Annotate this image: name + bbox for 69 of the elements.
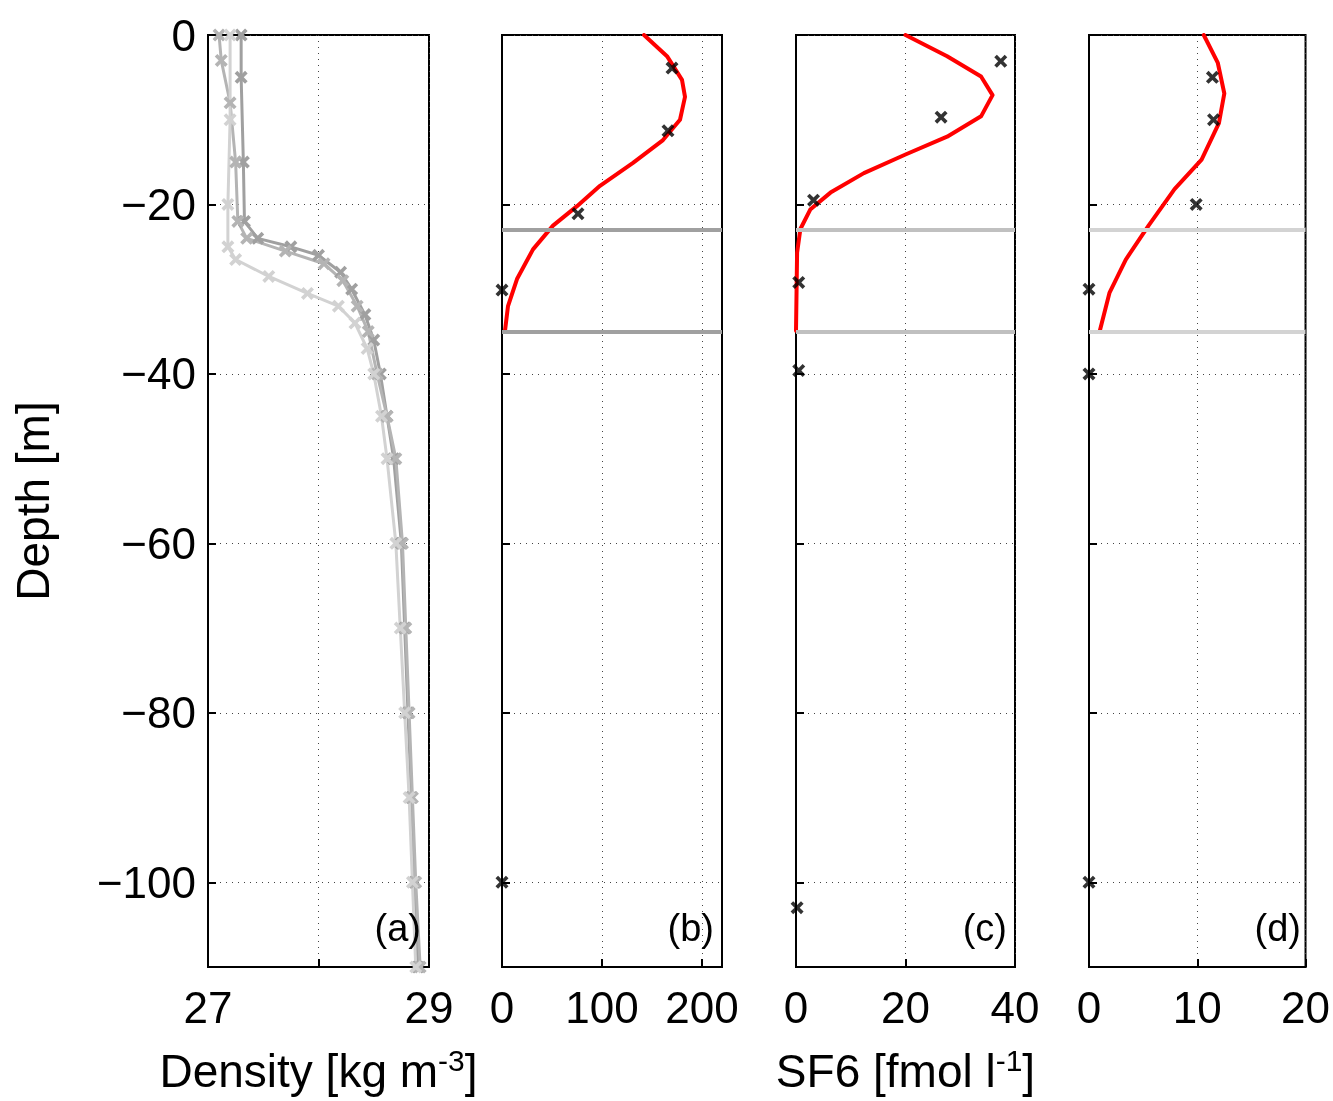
x-tick-label: 0 [489, 982, 515, 1032]
point [1207, 113, 1220, 127]
point [665, 61, 679, 75]
point [792, 275, 806, 289]
point [278, 244, 292, 258]
point [212, 28, 226, 42]
point [807, 193, 821, 207]
annotation: (a) [374, 907, 422, 949]
point [571, 207, 585, 221]
y-axis-title: Depth [m] [7, 401, 59, 601]
point [262, 269, 276, 283]
point [300, 286, 314, 300]
y-tick-label: −40 [121, 349, 196, 399]
point [1082, 367, 1096, 381]
point [661, 124, 675, 138]
y-tick-label: −60 [121, 518, 196, 568]
point [994, 54, 1008, 68]
point [221, 197, 235, 211]
annotation: (c) [962, 907, 1007, 949]
point [495, 875, 509, 889]
x-tick-label: 29 [404, 982, 454, 1032]
x-tick-label: 0 [783, 982, 809, 1032]
y-tick-label: −80 [121, 688, 196, 738]
x-tick-label: 20 [881, 982, 930, 1032]
point [240, 231, 254, 245]
point [495, 283, 509, 297]
y-tick-label: 0 [171, 10, 196, 60]
y-tick-label: −100 [96, 857, 196, 907]
point [792, 364, 806, 378]
point [380, 452, 394, 466]
point [360, 341, 374, 355]
point [223, 96, 237, 110]
point [374, 409, 388, 423]
point [1082, 282, 1096, 296]
point [234, 28, 248, 42]
point [336, 274, 350, 288]
point [214, 53, 228, 67]
point [1189, 197, 1203, 211]
y-tick-label: −20 [121, 179, 196, 229]
point [312, 248, 325, 262]
point [934, 110, 948, 124]
point [345, 282, 359, 296]
x-tick-label: 27 [183, 982, 233, 1032]
point [251, 231, 265, 245]
point [393, 621, 407, 635]
point [348, 316, 362, 330]
point [229, 155, 243, 169]
point [317, 257, 331, 271]
point [790, 901, 804, 915]
annotation: (d) [1254, 907, 1302, 949]
point [223, 28, 237, 42]
point [231, 214, 245, 228]
x-tick-label: 200 [665, 982, 739, 1032]
point [223, 113, 237, 127]
point [350, 299, 364, 313]
x-tick-label: 40 [990, 982, 1040, 1032]
point [361, 325, 375, 339]
x-tick-label: 100 [565, 982, 639, 1032]
point [1205, 70, 1219, 84]
point [234, 70, 248, 84]
x-tick-label: 0 [1076, 982, 1102, 1032]
point [389, 536, 403, 550]
annotation: (b) [667, 907, 715, 949]
point [1082, 875, 1096, 889]
point [221, 240, 235, 254]
point [229, 253, 243, 267]
x-tick-label: 20 [1281, 982, 1331, 1032]
point [331, 299, 345, 313]
x-tick-label: 10 [1172, 982, 1222, 1032]
